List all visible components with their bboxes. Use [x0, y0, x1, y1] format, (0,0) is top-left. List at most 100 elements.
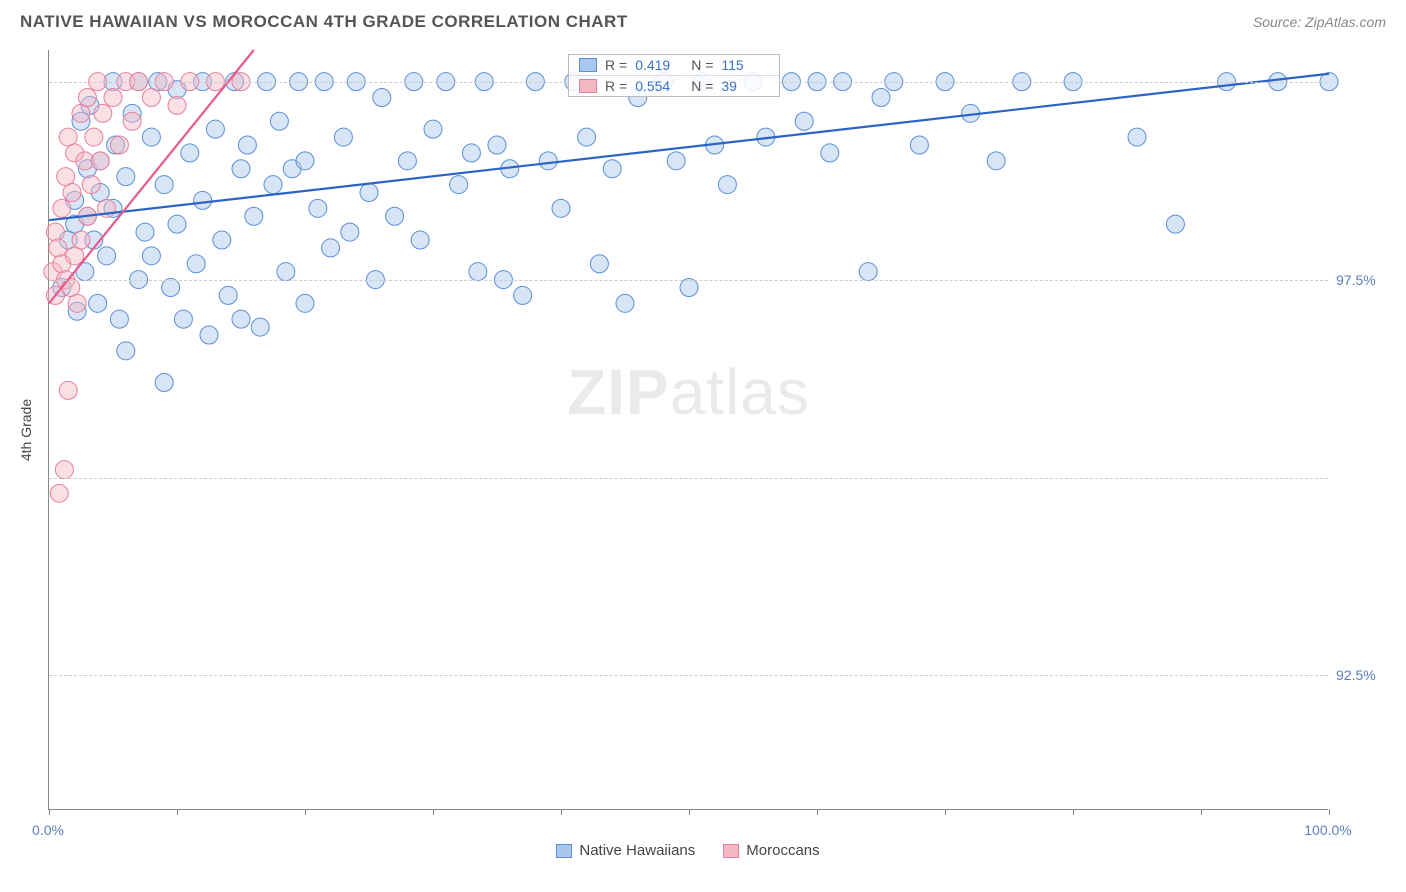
data-point: [603, 160, 621, 178]
data-point: [155, 176, 173, 194]
data-point: [1166, 215, 1184, 233]
data-point: [104, 89, 122, 107]
chart-title: NATIVE HAWAIIAN VS MOROCCAN 4TH GRADE CO…: [20, 12, 628, 32]
legend-swatch-hawaiians: [579, 58, 597, 72]
r-label: R =: [605, 78, 627, 94]
correlation-legend: R = 0.419 N = 115 R = 0.554 N = 39: [568, 54, 780, 97]
data-point: [94, 104, 112, 122]
x-tick-label: 100.0%: [1304, 822, 1351, 838]
data-point: [110, 136, 128, 154]
data-point: [72, 231, 90, 249]
r-value-hawaiians: 0.419: [635, 57, 683, 73]
data-point: [59, 128, 77, 146]
n-label: N =: [691, 57, 713, 73]
data-point: [78, 89, 96, 107]
data-point: [398, 152, 416, 170]
gridline: [49, 675, 1328, 676]
data-point: [238, 136, 256, 154]
data-point: [590, 255, 608, 273]
data-point: [578, 128, 596, 146]
data-point: [552, 199, 570, 217]
r-label: R =: [605, 57, 627, 73]
data-point: [117, 342, 135, 360]
data-point: [514, 286, 532, 304]
data-point: [859, 263, 877, 281]
data-point: [334, 128, 352, 146]
n-value-hawaiians: 115: [721, 57, 769, 73]
data-point: [386, 207, 404, 225]
plot-area: ZIPatlas: [48, 50, 1328, 810]
data-point: [450, 176, 468, 194]
data-point: [309, 199, 327, 217]
x-tick: [945, 809, 946, 815]
data-point: [59, 381, 77, 399]
x-tick: [1201, 809, 1202, 815]
legend-row-hawaiians: R = 0.419 N = 115: [569, 55, 779, 76]
legend-item-moroccans: Moroccans: [723, 842, 819, 859]
data-point: [63, 184, 81, 202]
data-point: [1128, 128, 1146, 146]
data-point: [72, 104, 90, 122]
x-tick-label: 0.0%: [32, 822, 64, 838]
data-point: [322, 239, 340, 257]
data-point: [277, 263, 295, 281]
data-point: [296, 152, 314, 170]
data-point: [91, 152, 109, 170]
x-tick: [1073, 809, 1074, 815]
data-point: [200, 326, 218, 344]
data-point: [174, 310, 192, 328]
n-value-moroccans: 39: [721, 78, 769, 94]
data-point: [821, 144, 839, 162]
x-tick: [817, 809, 818, 815]
data-point: [718, 176, 736, 194]
data-point: [462, 144, 480, 162]
data-point: [62, 279, 80, 297]
x-tick: [49, 809, 50, 815]
data-point: [373, 89, 391, 107]
data-point: [360, 184, 378, 202]
data-point: [136, 223, 154, 241]
data-point: [168, 96, 186, 114]
x-tick: [177, 809, 178, 815]
data-point: [296, 294, 314, 312]
data-point: [181, 144, 199, 162]
legend-item-hawaiians: Native Hawaiians: [556, 842, 695, 859]
data-point: [232, 310, 250, 328]
data-point: [142, 247, 160, 265]
legend-label-moroccans: Moroccans: [746, 842, 819, 859]
data-point: [194, 191, 212, 209]
x-tick: [689, 809, 690, 815]
x-tick: [305, 809, 306, 815]
data-point: [57, 168, 75, 186]
data-point: [85, 128, 103, 146]
data-point: [616, 294, 634, 312]
n-label: N =: [691, 78, 713, 94]
data-point: [142, 128, 160, 146]
data-point: [50, 484, 68, 502]
legend-swatch-moroccans-bottom: [723, 844, 739, 858]
data-point: [82, 176, 100, 194]
data-point: [213, 231, 231, 249]
data-point: [987, 152, 1005, 170]
data-point: [424, 120, 442, 138]
data-point: [168, 215, 186, 233]
data-point: [68, 294, 86, 312]
data-point: [795, 112, 813, 130]
legend-row-moroccans: R = 0.554 N = 39: [569, 76, 779, 96]
y-tick-label: 97.5%: [1336, 272, 1376, 288]
y-tick-label: 92.5%: [1336, 667, 1376, 683]
legend-label-hawaiians: Native Hawaiians: [579, 842, 695, 859]
x-tick: [433, 809, 434, 815]
data-point: [411, 231, 429, 249]
data-point: [162, 279, 180, 297]
gridline: [49, 280, 1328, 281]
data-point: [89, 294, 107, 312]
plot-svg: [49, 50, 1329, 810]
data-point: [667, 152, 685, 170]
data-point: [142, 89, 160, 107]
data-point: [49, 239, 67, 257]
series-legend: Native Hawaiians Moroccans: [48, 842, 1328, 859]
data-point: [251, 318, 269, 336]
data-point: [341, 223, 359, 241]
data-point: [206, 120, 224, 138]
